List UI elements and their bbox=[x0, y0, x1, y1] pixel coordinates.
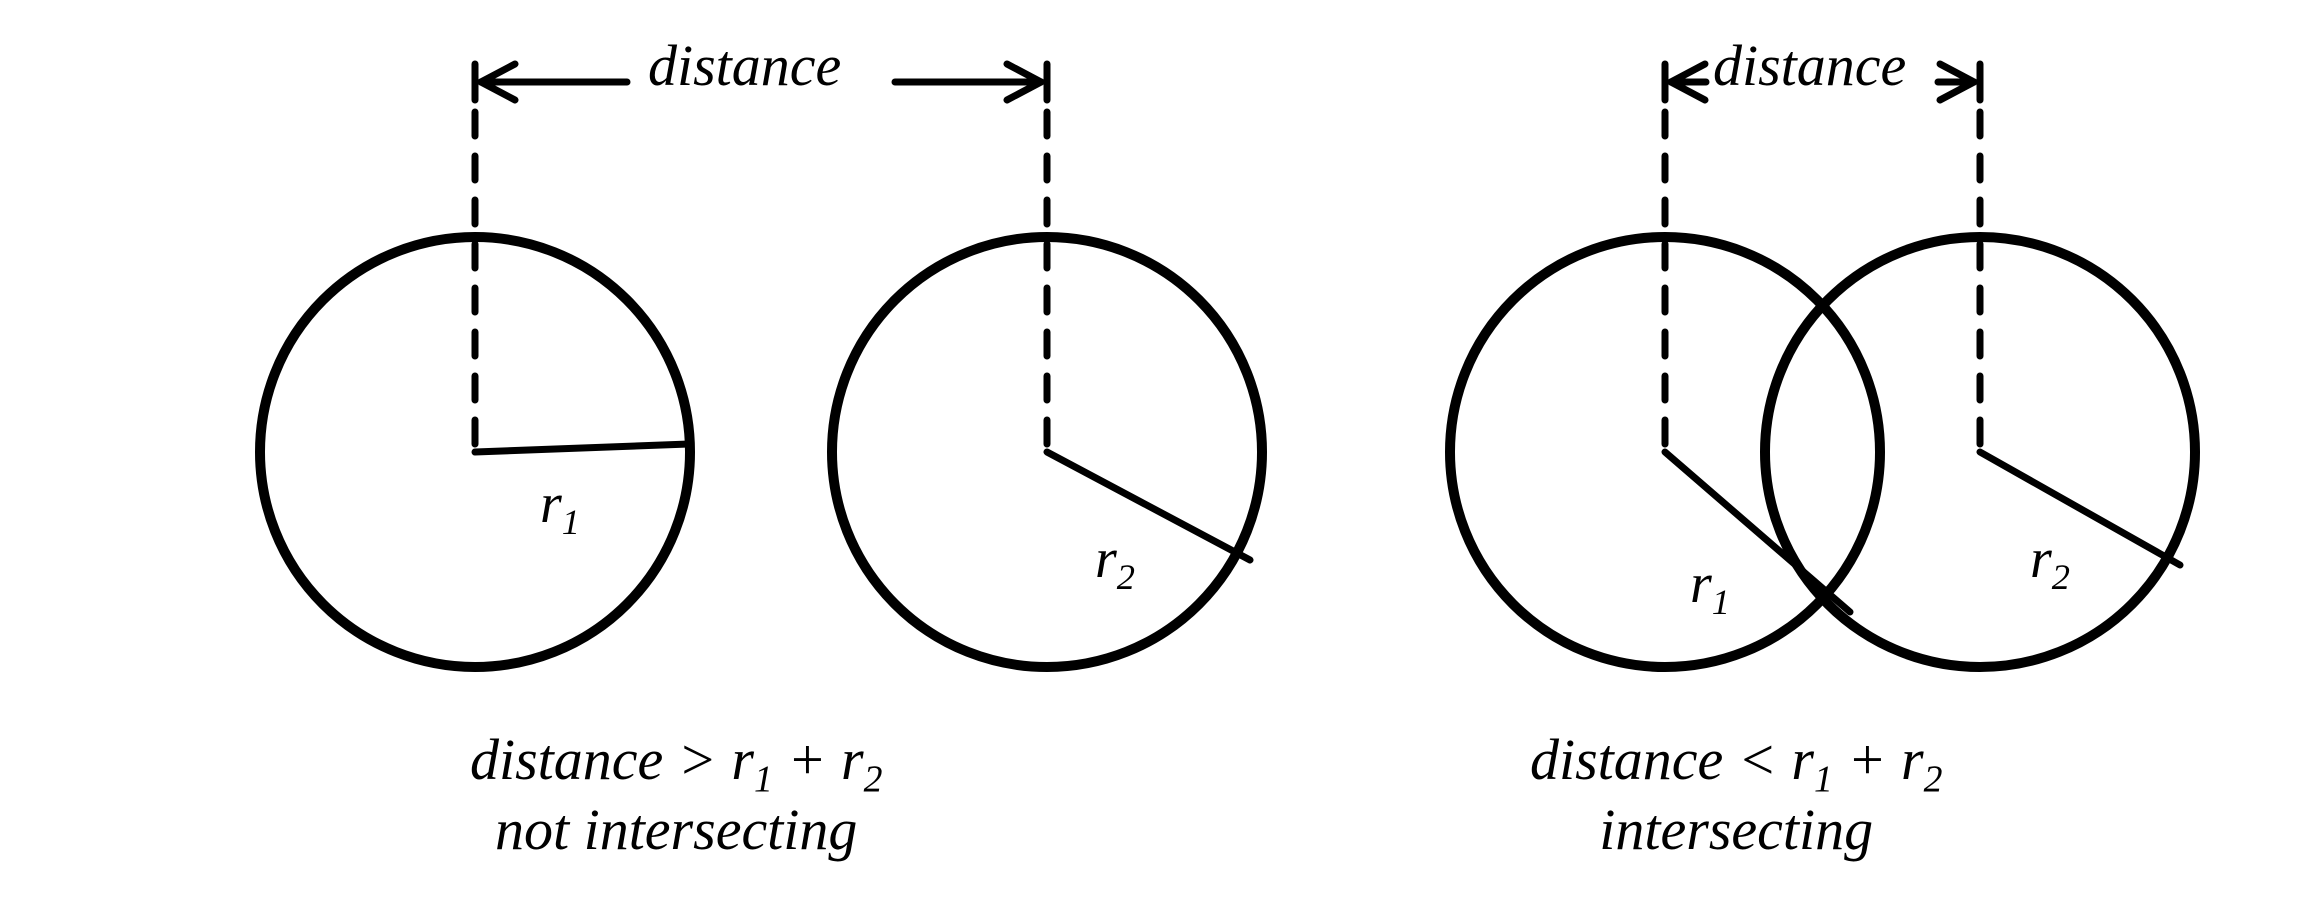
right-caption: distance < r1 + r2 intersecting bbox=[1530, 730, 1942, 861]
left-distance-label: distance bbox=[648, 36, 841, 97]
right-r1-label: r1 bbox=[1690, 555, 1730, 621]
left-caption: distance > r1 + r2 not intersecting bbox=[470, 730, 882, 861]
right-r2-label: r2 bbox=[2030, 530, 2070, 596]
diagram-svg bbox=[0, 0, 2304, 899]
left-r1-label: r1 bbox=[540, 475, 580, 541]
right-distance-label: distance bbox=[1713, 36, 1906, 97]
left-r2-label: r2 bbox=[1095, 530, 1135, 596]
